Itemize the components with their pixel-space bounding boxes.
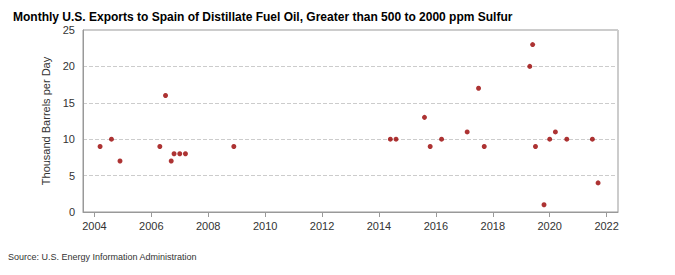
svg-text:20: 20 <box>63 60 75 72</box>
svg-text:25: 25 <box>63 24 75 36</box>
svg-text:10: 10 <box>63 133 75 145</box>
svg-text:2008: 2008 <box>196 220 220 232</box>
svg-text:2018: 2018 <box>481 220 505 232</box>
svg-text:15: 15 <box>63 97 75 109</box>
svg-text:2022: 2022 <box>594 220 618 232</box>
svg-text:Source: U.S. Energy Informatio: Source: U.S. Energy Information Administ… <box>8 252 197 262</box>
svg-text:0: 0 <box>69 206 75 218</box>
svg-text:2012: 2012 <box>310 220 334 232</box>
svg-text:Thousand Barrels per Day: Thousand Barrels per Day <box>40 56 52 185</box>
svg-text:2016: 2016 <box>424 220 448 232</box>
svg-text:2020: 2020 <box>537 220 561 232</box>
svg-text:5: 5 <box>69 170 75 182</box>
svg-text:2006: 2006 <box>139 220 163 232</box>
svg-text:2014: 2014 <box>367 220 391 232</box>
svg-text:2004: 2004 <box>82 220 106 232</box>
svg-text:2010: 2010 <box>253 220 277 232</box>
svg-text:Monthly U.S. Exports to Spain: Monthly U.S. Exports to Spain of Distill… <box>13 10 513 24</box>
